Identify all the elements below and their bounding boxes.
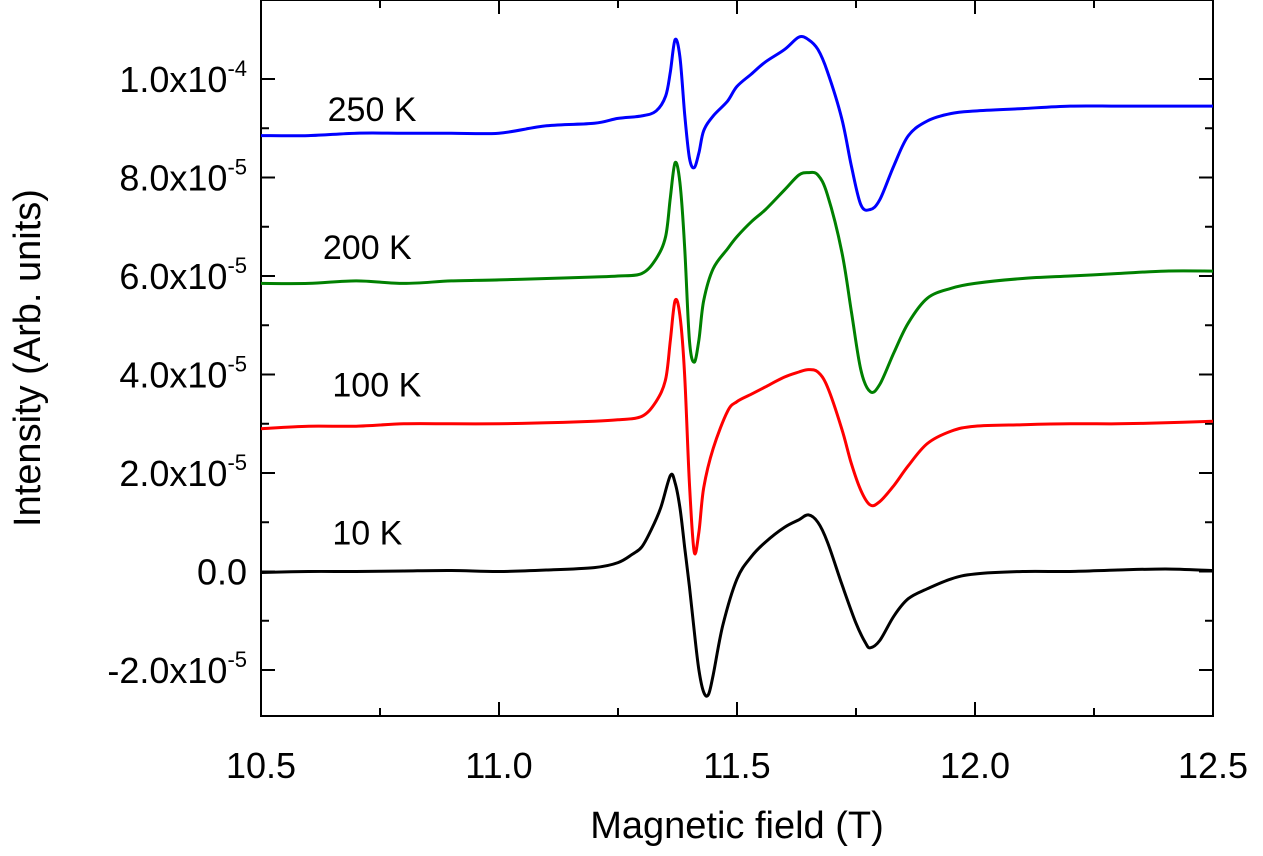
series-line bbox=[260, 160, 1214, 395]
series-line bbox=[260, 472, 1214, 698]
y-tick-label: -2.0x10-5 bbox=[107, 647, 247, 691]
y-tick-exponent: -5 bbox=[227, 253, 247, 278]
series-labels-layer: 10 K 100 K 200 K 250 K bbox=[323, 91, 422, 553]
series-label: 100 K bbox=[332, 367, 421, 405]
y-axis-title: Intensity (Arb. units) bbox=[7, 189, 49, 527]
series-line bbox=[260, 35, 1213, 212]
y-tick-label: 6.0x10-5 bbox=[119, 253, 247, 297]
x-axis-title: Magnetic field (T) bbox=[590, 805, 884, 847]
y-tick-mantissa: 8.0x10 bbox=[119, 158, 227, 199]
series-layer bbox=[260, 35, 1214, 698]
y-tick-mantissa: 1.0x10 bbox=[119, 59, 227, 100]
y-tick-exponent: -5 bbox=[227, 155, 247, 180]
y-tick-mantissa: 6.0x10 bbox=[119, 256, 227, 297]
y-tick-exponent: -5 bbox=[227, 647, 247, 672]
x-tick-label: 10.5 bbox=[226, 745, 296, 786]
x-tick-label: 12.5 bbox=[1178, 745, 1248, 786]
y-tick-label: 1.0x10-4 bbox=[119, 56, 247, 100]
y-tick-mantissa: -2.0x10 bbox=[107, 650, 227, 691]
y-tick-label: 8.0x10-5 bbox=[119, 155, 247, 199]
x-tick-label: 11.0 bbox=[465, 745, 532, 786]
series-label: 250 K bbox=[328, 91, 417, 129]
y-tick-mantissa: 0.0 bbox=[197, 552, 247, 593]
series-label: 200 K bbox=[323, 229, 412, 267]
y-tick-exponent: -5 bbox=[227, 352, 247, 377]
series-line bbox=[260, 297, 1214, 556]
x-tick-label: 12.0 bbox=[940, 745, 1010, 786]
tick-labels-layer: 10.5 11.0 11.5 12.0 12.5-2.0x10-50.02.0x10-5… bbox=[107, 56, 1248, 786]
y-tick-exponent: -5 bbox=[227, 450, 247, 475]
y-tick-mantissa: 2.0x10 bbox=[119, 453, 227, 494]
y-tick-label: 4.0x10-5 bbox=[119, 352, 247, 396]
y-tick-mantissa: 4.0x10 bbox=[119, 355, 227, 396]
y-tick-label: 2.0x10-5 bbox=[119, 450, 247, 494]
y-tick-label: 0.0 bbox=[197, 552, 247, 593]
series-label: 10 K bbox=[332, 514, 402, 552]
y-tick-exponent: -4 bbox=[227, 56, 247, 81]
x-tick-label: 11.5 bbox=[703, 745, 770, 786]
